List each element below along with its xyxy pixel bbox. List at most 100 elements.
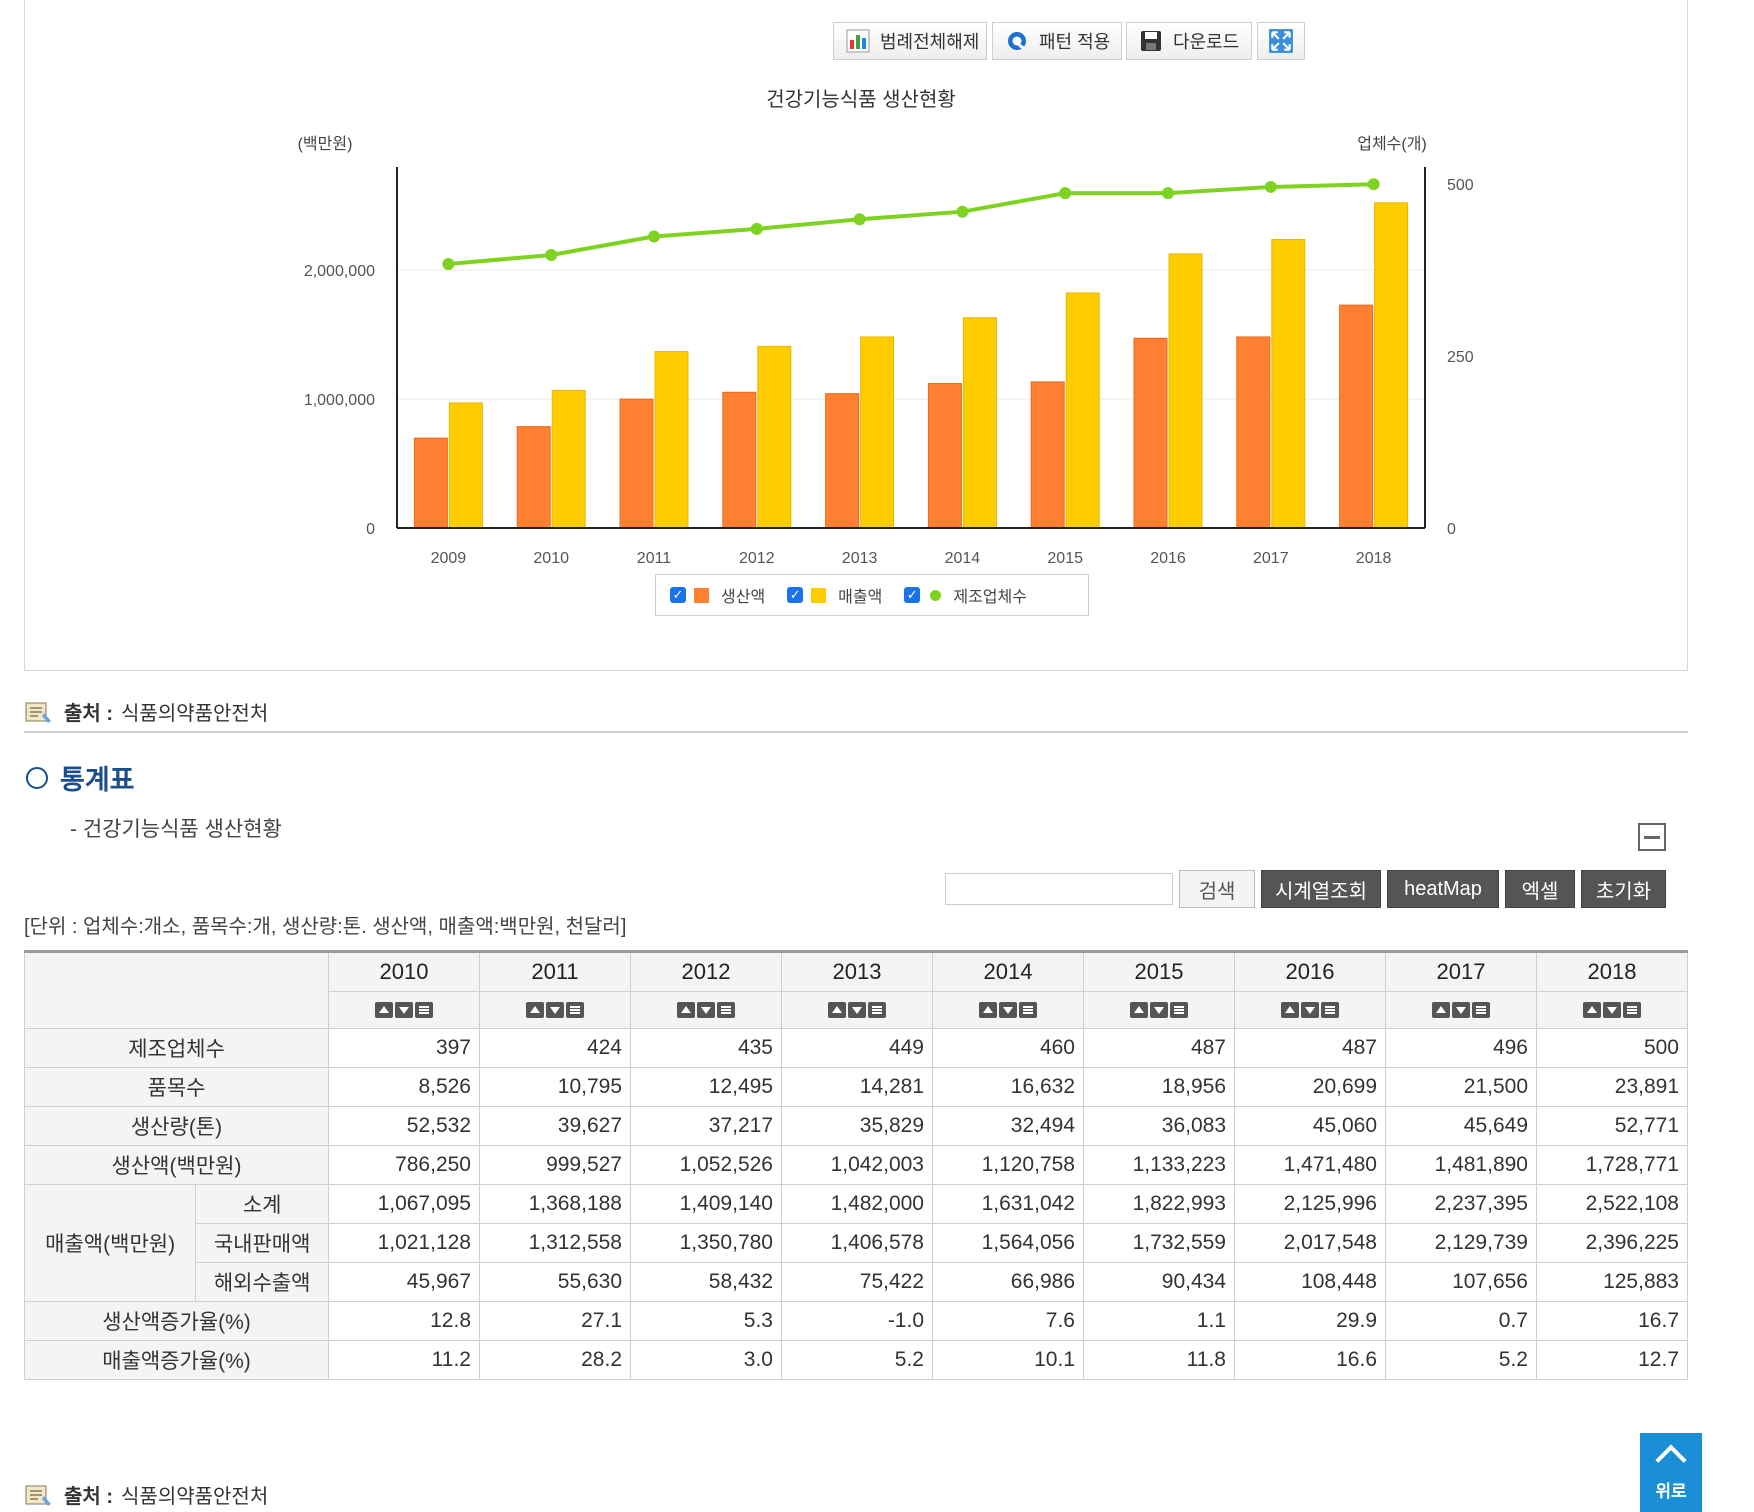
x-tick-label: 2009: [431, 550, 467, 567]
row-label: 국내판매액: [195, 1223, 329, 1263]
source-label: 출처 :: [64, 1486, 114, 1508]
list-icon[interactable]: [717, 1002, 735, 1018]
sort-desc-icon[interactable]: [1150, 1002, 1168, 1018]
sort-row: [25, 991, 1688, 1029]
reset-button[interactable]: 초기화: [1581, 870, 1666, 908]
point-companies: [750, 222, 763, 235]
search-input[interactable]: [945, 873, 1173, 905]
table-cell: 11.2: [328, 1340, 480, 1380]
table-row: 해외수출액 45,967 55,630 58,432 75,422 66,986 90,43…: [25, 1262, 1688, 1302]
sort-desc-icon[interactable]: [999, 1002, 1017, 1018]
scroll-top-button[interactable]: 위로: [1640, 1433, 1702, 1512]
scroll-top-label: 위로: [1655, 1482, 1687, 1501]
list-icon[interactable]: [1321, 1002, 1339, 1018]
bar-sales: [551, 389, 586, 529]
sort-desc-icon[interactable]: [395, 1002, 413, 1018]
legend-item-companies[interactable]: ✓ 제조업체수: [904, 583, 1027, 607]
sort-desc-icon[interactable]: [546, 1002, 564, 1018]
production-chart: 건강기능식품 생산현황 (백만원) 업체수(개) 0 1,000,000 2,000…: [298, 88, 1474, 567]
row-label: 생산액(백만원): [24, 1145, 329, 1185]
legend-checkbox-companies[interactable]: ✓: [904, 587, 921, 603]
list-icon[interactable]: [1623, 1002, 1641, 1018]
list-icon[interactable]: [1472, 1002, 1490, 1018]
table-cell: 45,649: [1385, 1106, 1537, 1146]
row-label: 생산액증가율(%): [24, 1301, 329, 1341]
legend-item-production[interactable]: ✓ 생산액: [670, 583, 765, 607]
collapse-button[interactable]: [1638, 823, 1666, 851]
sort-asc-icon[interactable]: [1432, 1002, 1450, 1018]
table-cell: 32,494: [932, 1106, 1084, 1146]
legend-clear-label: 범례전체해제: [880, 32, 980, 52]
list-icon[interactable]: [868, 1002, 886, 1018]
year-header: 2012: [630, 950, 782, 992]
table-cell: 10,795: [479, 1067, 631, 1107]
header-row: 2010 2011 2012 2013 2014 2015 2016 2017 2018: [24, 950, 1688, 1029]
point-companies: [1264, 180, 1277, 193]
sort-asc-icon[interactable]: [677, 1002, 695, 1018]
table-cell: 1,133,223: [1083, 1145, 1235, 1185]
table-cell: 45,060: [1234, 1106, 1386, 1146]
sort-asc-icon[interactable]: [1281, 1002, 1299, 1018]
left-tick-label: 1,000,000: [304, 392, 375, 409]
point-companies: [1162, 187, 1174, 200]
excel-button[interactable]: 엑셀: [1505, 870, 1575, 908]
download-button[interactable]: 다운로드: [1126, 22, 1252, 60]
list-icon[interactable]: [1019, 1002, 1037, 1018]
year-header: 2014: [932, 950, 1084, 992]
pattern-label: 패턴 적용: [1039, 32, 1111, 52]
sort-buttons: [1394, 1002, 1528, 1018]
x-tick-label: 2016: [1150, 550, 1186, 567]
table-cell: 460: [932, 1028, 1084, 1068]
sort-asc-icon[interactable]: [979, 1002, 997, 1018]
section-title: 통계표: [26, 758, 135, 797]
legend-item-sales[interactable]: ✓ 매출액: [787, 583, 882, 607]
table-cell: 23,891: [1536, 1067, 1688, 1107]
bar-production: [1236, 336, 1271, 529]
refresh-icon: [1008, 32, 1026, 51]
table-cell: 75,422: [781, 1262, 933, 1302]
table-row: 매출액증가율(%) 11.2 28.2 3.0 5.2 10.1 11.8 16.6 5.2 12…: [24, 1340, 1688, 1380]
table-row: 제조업체수 397 424 435 449 460 487 487 496 500: [24, 1028, 1688, 1068]
table-cell: 487: [1234, 1028, 1386, 1068]
table-cell: 90,434: [1083, 1262, 1235, 1302]
sort-buttons: [1545, 1002, 1679, 1018]
list-icon[interactable]: [1170, 1002, 1188, 1018]
bar-production: [825, 393, 860, 529]
sort-desc-icon[interactable]: [1301, 1002, 1319, 1018]
list-icon[interactable]: [566, 1002, 584, 1018]
sort-asc-icon[interactable]: [828, 1002, 846, 1018]
x-tick-label: 2013: [842, 550, 878, 567]
legend-checkbox-sales[interactable]: ✓: [787, 587, 804, 603]
sort-desc-icon[interactable]: [848, 1002, 866, 1018]
x-tick-label: 2014: [945, 550, 981, 567]
fullscreen-button[interactable]: [1257, 22, 1305, 60]
legend-clear-button[interactable]: 범례전체해제: [833, 22, 987, 60]
table-cell: 2,125,996: [1234, 1184, 1386, 1224]
bar-sales: [1271, 239, 1306, 529]
table-cell: 16.7: [1536, 1301, 1688, 1341]
sort-desc-icon[interactable]: [1452, 1002, 1470, 1018]
year-header: 2016: [1234, 950, 1386, 992]
bar-chart-icon: [846, 29, 870, 53]
table-cell: 36,083: [1083, 1106, 1235, 1146]
heatmap-button[interactable]: heatMap: [1387, 870, 1499, 908]
pattern-button[interactable]: 패턴 적용: [992, 22, 1122, 60]
legend-swatch-production: [694, 587, 709, 603]
sort-asc-icon[interactable]: [1583, 1002, 1601, 1018]
row-label: 소계: [195, 1184, 329, 1224]
sort-asc-icon[interactable]: [526, 1002, 544, 1018]
table-cell: 5.2: [1385, 1340, 1537, 1380]
timeseries-button[interactable]: 시계열조회: [1261, 870, 1381, 908]
table-cell: 37,217: [630, 1106, 782, 1146]
legend-checkbox-production[interactable]: ✓: [670, 587, 686, 603]
table-cell: 1,406,578: [781, 1223, 933, 1263]
sort-desc-icon[interactable]: [697, 1002, 715, 1018]
sort-asc-icon[interactable]: [375, 1002, 393, 1018]
table-cell: 21,500: [1385, 1067, 1537, 1107]
sort-desc-icon[interactable]: [1603, 1002, 1621, 1018]
bar-sales: [1065, 292, 1100, 529]
search-button[interactable]: 검색: [1179, 870, 1255, 908]
list-icon[interactable]: [415, 1002, 433, 1018]
sort-asc-icon[interactable]: [1130, 1002, 1148, 1018]
sort-controls: [1083, 991, 1235, 1029]
